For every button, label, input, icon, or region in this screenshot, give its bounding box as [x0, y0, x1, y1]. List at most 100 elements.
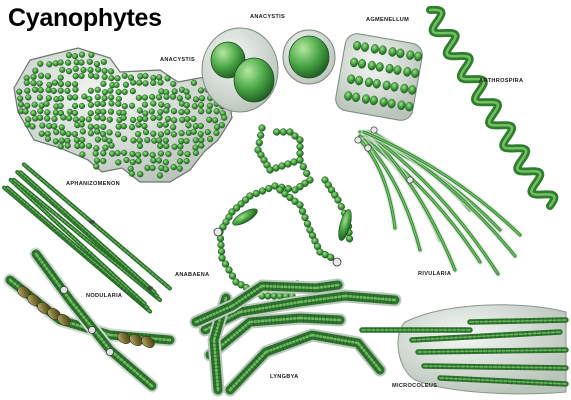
- anacystis-colony-cell: [79, 128, 87, 135]
- filament-cell: [56, 283, 65, 290]
- anacystis-colony-cell: [162, 166, 170, 173]
- filament-cell: [135, 371, 143, 379]
- filament-cell: [34, 173, 38, 177]
- anabaena-cell: [225, 266, 233, 274]
- agmenellum-cell: [357, 59, 367, 69]
- filament-cell: [267, 346, 272, 356]
- anacystis-colony-cell: [150, 114, 157, 122]
- filament-cell: [197, 316, 202, 325]
- filament-cell: [101, 244, 105, 248]
- anacystis-colony-cell: [141, 94, 149, 101]
- filament-cell: [53, 219, 58, 223]
- anacystis-colony-cell: [197, 131, 204, 138]
- filament-cell: [229, 332, 236, 340]
- anabaena-cell: [301, 213, 309, 222]
- arthrospira-highlight: [428, 8, 556, 208]
- anabaena-cell: [334, 196, 342, 204]
- anabaena-cell: [281, 190, 289, 198]
- anacystis-colony-cell: [37, 60, 44, 67]
- filament-cell: [134, 257, 138, 262]
- rivularia-heterocyst: [370, 126, 378, 134]
- anacystis-colony-cell: [17, 95, 24, 102]
- filament-cell: [364, 351, 372, 359]
- filament-cell: [53, 189, 57, 193]
- filament-cell: [235, 327, 242, 336]
- filament-cell: [71, 235, 75, 240]
- filament-cell: [210, 335, 220, 338]
- filament-cell: [145, 379, 152, 387]
- anacystis-colony-cell: [163, 107, 170, 114]
- filament-cell: [244, 292, 250, 300]
- filament-cell: [253, 286, 259, 294]
- filament-cell: [101, 340, 109, 347]
- filament-cell: [65, 230, 69, 234]
- filament-cell: [131, 271, 135, 275]
- filament-cell: [93, 244, 97, 249]
- filament-cell: [77, 241, 81, 246]
- filament-cell: [326, 281, 328, 292]
- filament-cell: [252, 317, 255, 327]
- agmenellum-cell: [369, 95, 378, 106]
- filament-cell: [284, 299, 287, 309]
- anacystis-colony-cell: [156, 121, 164, 129]
- anacystis-colony-cell: [155, 157, 163, 164]
- anacystis-colony-cell: [64, 87, 71, 95]
- anacystis-colony-cell: [197, 122, 204, 130]
- filament-cell: [140, 299, 144, 303]
- anacystis-colony-cell: [36, 94, 44, 101]
- filament-cell: [56, 222, 61, 226]
- agmenellum-cell: [361, 94, 370, 104]
- anacystis-colony-cell: [136, 137, 143, 144]
- anacystis-colony-cell: [170, 131, 178, 138]
- anacystis-colony-cell: [149, 151, 156, 159]
- anabaena-cell: [321, 176, 329, 184]
- anacystis-colony-cell: [144, 137, 151, 144]
- anacystis-colony-cell: [58, 124, 65, 131]
- anabaena-cell: [296, 136, 304, 144]
- anacystis-colony-cell: [57, 95, 65, 102]
- filament-cell: [387, 294, 389, 304]
- filament-cell: [213, 309, 218, 318]
- anacystis-colony-cell: [190, 115, 197, 123]
- anabaena-heterocyst: [332, 257, 342, 267]
- anacystis-colony-cell: [94, 114, 101, 121]
- anacystis-colony-cell: [142, 80, 149, 87]
- microcoleus: [359, 304, 569, 395]
- agmenellum-cell: [403, 67, 412, 77]
- filament-cell: [372, 293, 375, 303]
- filament-cell: [143, 282, 148, 286]
- agmenellum-cell: [355, 75, 364, 86]
- anacystis-colony-cell: [30, 73, 37, 80]
- filament-cell: [55, 203, 59, 207]
- filament-cell: [340, 291, 343, 302]
- filament-cell: [78, 210, 82, 214]
- anacystis-colony-cell: [136, 115, 144, 123]
- anabaena-cell: [291, 197, 299, 205]
- anacystis-colony-cell: [57, 80, 65, 88]
- filament-cell: [157, 334, 159, 344]
- filament-cell: [149, 270, 153, 275]
- anacystis-colony-cell: [92, 150, 99, 157]
- filament-cell: [260, 303, 263, 313]
- filament-cell: [28, 178, 32, 183]
- filament-cell: [59, 216, 63, 221]
- anacystis-colony-cell: [23, 79, 30, 86]
- filament-cell: [213, 385, 223, 388]
- anacystis-colony-cell: [64, 142, 71, 149]
- anacystis-colony-cell: [66, 94, 74, 101]
- filament-cell: [142, 376, 149, 385]
- anacystis-colony-cell: [60, 114, 67, 121]
- filament-cell: [103, 343, 112, 350]
- filament-cell: [318, 282, 321, 293]
- anacystis-colony-cell: [114, 150, 121, 157]
- filament-cell: [24, 188, 29, 192]
- filament-cell: [59, 194, 63, 198]
- filament-cell: [161, 334, 163, 344]
- anacystis-colony-cell: [71, 109, 79, 117]
- anacystis-colony-cell: [184, 151, 191, 158]
- anacystis-colony-cell: [78, 72, 85, 80]
- filament-cell: [110, 271, 114, 276]
- anacystis-colony-cell: [130, 116, 137, 124]
- agmenellum-cell: [406, 50, 415, 60]
- filament-cell: [373, 363, 382, 371]
